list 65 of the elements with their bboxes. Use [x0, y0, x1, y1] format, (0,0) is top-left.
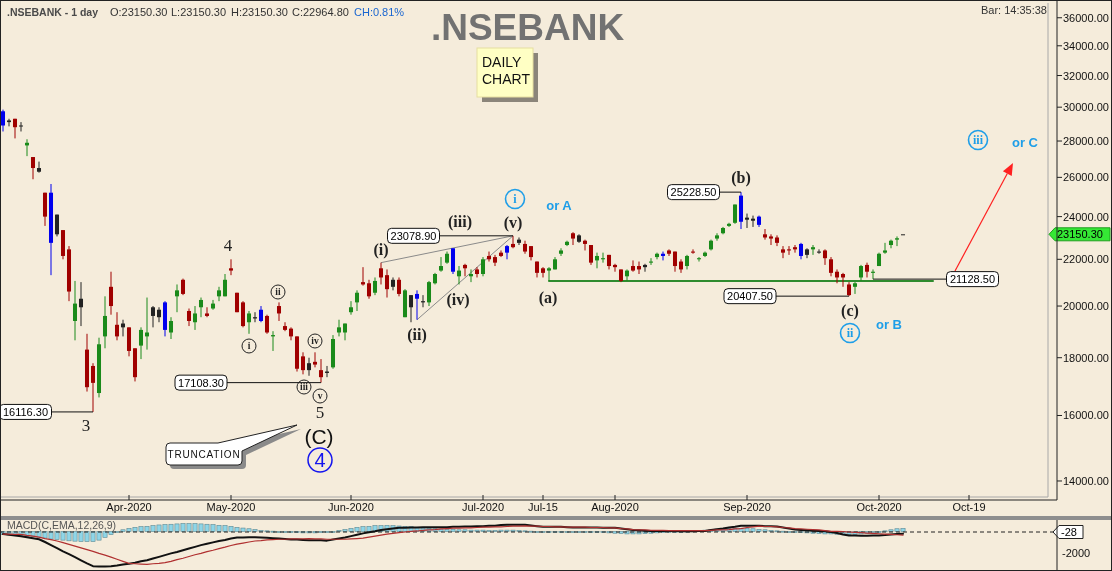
y-tick-label: 34000.00: [1063, 39, 1109, 52]
annotation: 3: [81, 415, 91, 435]
y-tick-label: 20000.00: [1063, 300, 1109, 313]
text: 21128.50: [949, 273, 996, 286]
annotation: v: [317, 391, 323, 401]
annotation: i: [247, 341, 251, 351]
text: -2000: [1062, 547, 1091, 559]
annotation: ii: [275, 287, 281, 297]
x-tick-label: Apr-2020: [106, 501, 152, 513]
y-tick-label: 26000.00: [1063, 171, 1109, 184]
annotation: (b): [731, 168, 751, 187]
annotation: or C: [1012, 134, 1039, 150]
y-tick-label: 30000.00: [1063, 101, 1109, 114]
annotation: (a): [538, 288, 558, 307]
x-tick-label: Oct-2020: [856, 501, 902, 513]
annotation: (C): [304, 424, 334, 448]
y-tick-label: 16000.00: [1063, 409, 1109, 422]
annotation: Bar: 14:35:38: [980, 4, 1047, 16]
chart-title: .NSEBANK: [430, 6, 625, 48]
text: 23150.30: [1057, 228, 1103, 241]
x-tick-label: Jul-15: [528, 501, 558, 513]
text: 17108.30: [178, 376, 224, 389]
chart-subtitle: .NSEBANK - 1 day: [7, 6, 99, 18]
chart-title: MACD(C,EMA,12,26,9): [7, 519, 117, 531]
y-tick-label: 24000.00: [1063, 210, 1109, 223]
x-tick-label: Sep-2020: [723, 501, 771, 513]
annotation: O:23150.30: [110, 6, 168, 18]
annotation: (ii): [407, 325, 427, 344]
text: 16116.30: [2, 405, 49, 418]
x-tick-label: May-2020: [206, 501, 256, 513]
annotation: C:22964.80: [292, 6, 349, 18]
annotation: (c): [841, 301, 859, 320]
x-tick-label: Aug-2020: [591, 501, 639, 513]
annotation: iii: [972, 133, 984, 147]
x-tick-label: Oct-19: [952, 501, 986, 513]
annotation: i: [513, 192, 518, 206]
annotation: (iv): [446, 290, 470, 309]
y-tick-label: 36000.00: [1063, 11, 1109, 24]
annotation: CH:0.81%: [354, 6, 405, 18]
y-tick-label: 18000.00: [1063, 351, 1109, 364]
x-tick-label: Jun-2020: [328, 501, 374, 513]
annotation: or A: [546, 197, 573, 213]
x-tick-label: Jul-2020: [461, 501, 505, 513]
y-tick-label: 32000.00: [1063, 69, 1109, 82]
annotation: iii: [300, 382, 309, 392]
text: 25228.50: [670, 186, 717, 199]
text: -28: [1061, 526, 1077, 539]
y-tick-label: 22000.00: [1063, 253, 1109, 266]
annotation: (v): [503, 213, 523, 232]
y-tick-label: 28000.00: [1063, 135, 1109, 148]
annotation: iv: [311, 336, 319, 346]
annotation: L:23150.30: [171, 6, 227, 18]
annotation: 5: [315, 402, 325, 422]
annotation: 4: [314, 449, 326, 471]
annotation: (i): [373, 240, 389, 259]
annotation: or B: [876, 316, 902, 332]
annotation: 4: [223, 235, 233, 255]
annotation: (iii): [448, 212, 472, 231]
annotation: ii: [846, 326, 854, 340]
annotation: H:23150.30: [231, 6, 288, 18]
annotation: DAILY CHART: [482, 54, 531, 87]
text: 23078.90: [390, 229, 437, 242]
annotation: TRUNCATION: [167, 448, 241, 460]
text: 20407.50: [727, 290, 773, 303]
y-tick-label: 14000.00: [1063, 474, 1109, 487]
